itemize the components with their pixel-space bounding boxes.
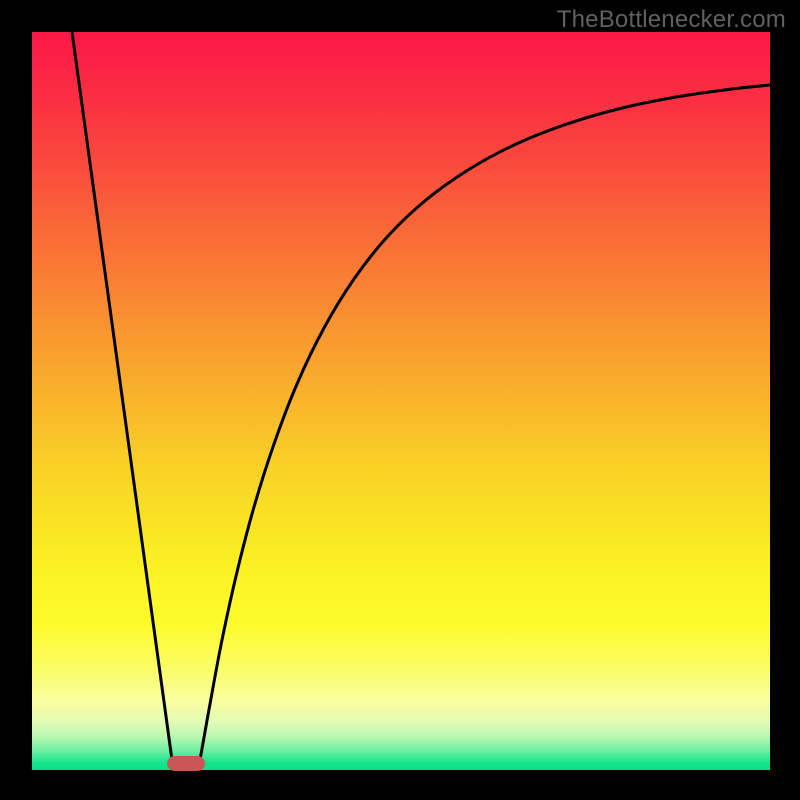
watermark-text: TheBottlenecker.com bbox=[557, 6, 786, 34]
plot-svg bbox=[32, 32, 770, 770]
chart-frame: TheBottlenecker.com bbox=[0, 0, 800, 800]
bottleneck-marker bbox=[167, 756, 205, 771]
plot-background bbox=[32, 32, 770, 770]
plot-area bbox=[32, 32, 770, 770]
